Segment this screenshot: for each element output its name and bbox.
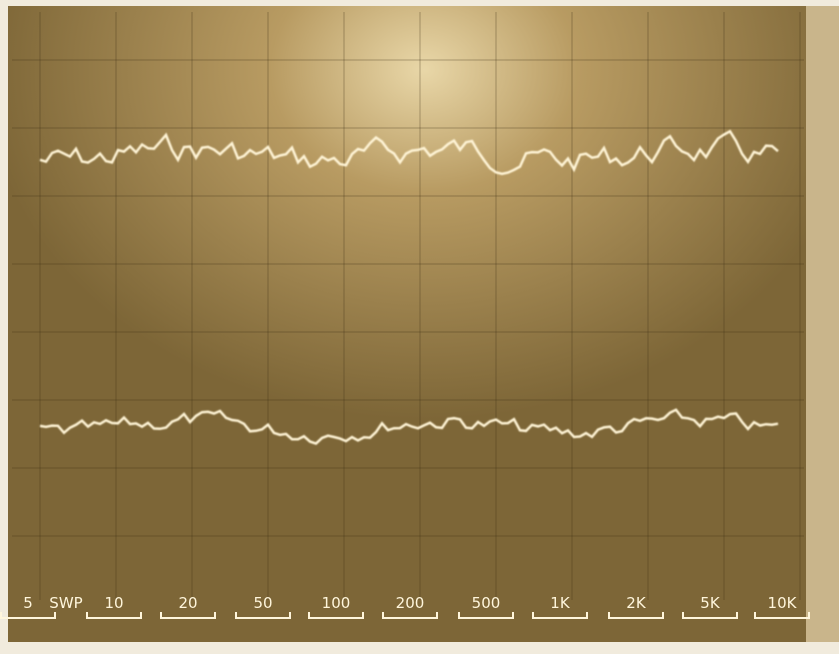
scale-label: 100	[322, 594, 351, 612]
scale-bracket	[458, 612, 514, 619]
scale-bracket	[754, 612, 810, 619]
scale-bracket	[86, 612, 142, 619]
scale-label: 20	[178, 594, 197, 612]
scale-label: 50	[253, 594, 272, 612]
scale-label: 1K	[550, 594, 571, 612]
scale-label: SWP	[49, 594, 82, 612]
scale-label: 5K	[700, 594, 721, 612]
graticule	[12, 12, 804, 600]
scale-bracket	[308, 612, 364, 619]
screen-edge	[806, 6, 839, 642]
scale-bracket	[0, 612, 56, 619]
scale-bracket	[382, 612, 438, 619]
traces	[39, 129, 779, 446]
scale-label: 200	[396, 594, 425, 612]
scale-label: 5	[23, 594, 33, 612]
lower-trace	[39, 408, 779, 446]
scale-bracket	[160, 612, 216, 619]
scale-bracket	[235, 612, 291, 619]
upper-trace	[39, 129, 779, 176]
scale-label: 2K	[626, 594, 647, 612]
scale-bracket	[682, 612, 738, 619]
scale-label: 10K	[768, 594, 798, 612]
frequency-scale: 5 SWP 10 20 50 100 200 500 1K 2K 5K 10K	[0, 594, 810, 619]
scale-label: 500	[472, 594, 501, 612]
screen	[8, 6, 808, 642]
scale-bracket	[532, 612, 588, 619]
scale-label: 10	[104, 594, 123, 612]
scale-bracket	[608, 612, 664, 619]
